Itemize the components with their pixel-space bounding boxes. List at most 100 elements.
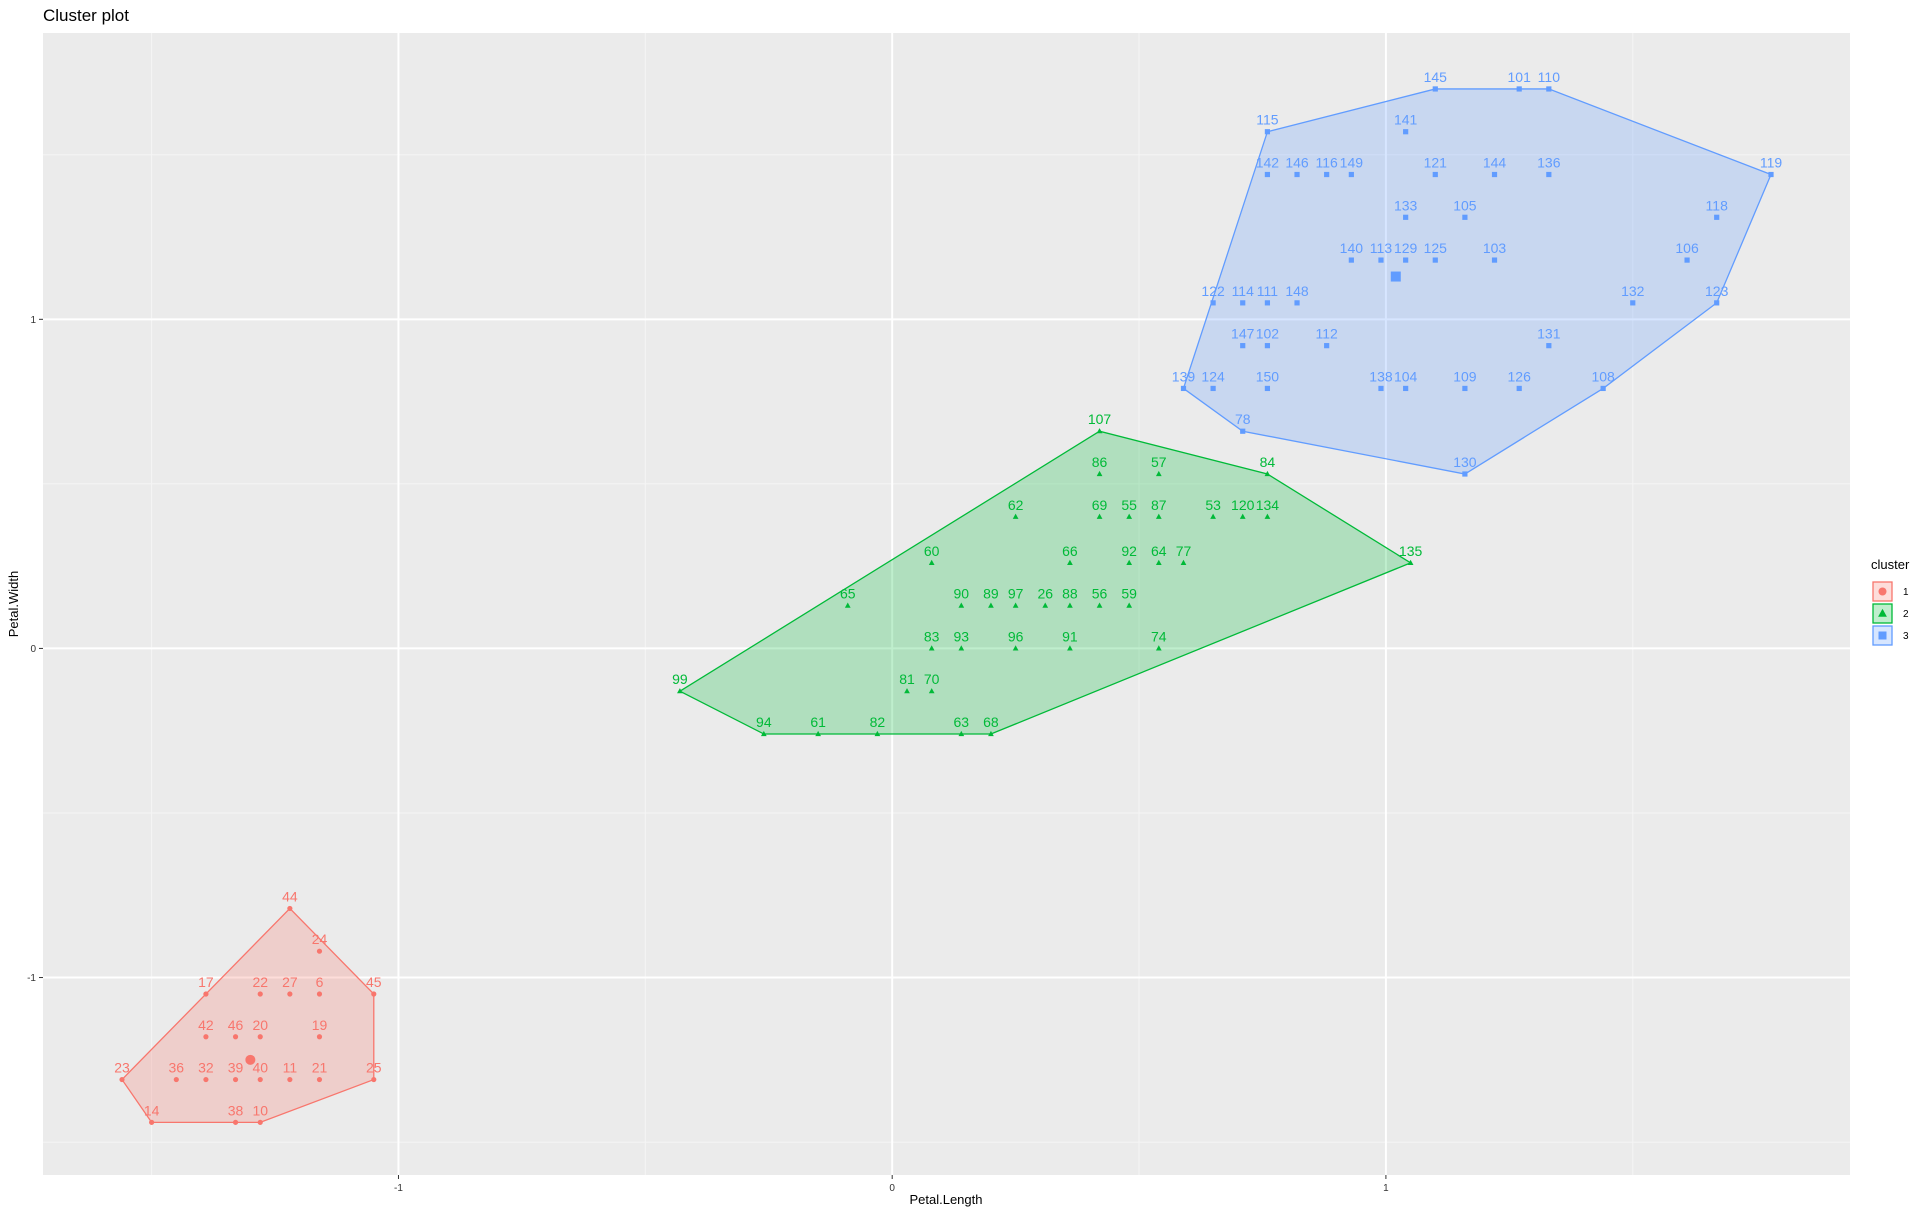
point-label-14: 14 [144,1102,160,1118]
point-93 [958,645,965,651]
point-123 [1714,300,1720,306]
point-label-92: 92 [1121,543,1137,559]
point-label-44: 44 [282,888,298,904]
point-label-109: 109 [1453,368,1477,384]
point-86 [1096,470,1103,477]
point-46 [232,1034,239,1040]
point-101 [1516,86,1522,92]
point-label-82: 82 [870,714,886,730]
point-label-131: 131 [1537,326,1561,342]
point-91 [1067,645,1073,651]
x-tick-label: 0 [889,1183,895,1194]
point-label-93: 93 [954,628,970,644]
point-140 [1348,257,1354,263]
point-116 [1324,171,1330,178]
point-label-39: 39 [228,1060,244,1076]
point-90 [958,602,965,608]
point-label-124: 124 [1201,368,1225,384]
point-106 [1684,257,1690,263]
point-label-25: 25 [366,1060,382,1076]
point-label-57: 57 [1151,454,1167,470]
point-112 [1324,343,1330,349]
point-label-53: 53 [1205,497,1221,513]
point-150 [1264,385,1271,392]
point-label-55: 55 [1121,497,1137,513]
point-149 [1348,171,1354,178]
point-130 [1462,471,1468,477]
x-axis-label: Petal.Length [909,1192,982,1207]
point-label-113: 113 [1370,240,1393,256]
point-92 [1126,559,1133,565]
point-68 [988,730,994,737]
point-label-60: 60 [924,543,940,559]
point-label-45: 45 [366,974,382,990]
point-24 [316,948,323,954]
point-99 [677,688,683,694]
point-82 [874,730,881,737]
y-tick-label: -1 [27,973,36,984]
point-136 [1546,171,1552,178]
point-56 [1096,602,1103,608]
chart-title: Cluster plot [43,6,129,25]
point-label-121: 121 [1424,155,1448,171]
cluster-3-center [1390,271,1401,282]
point-74 [1155,645,1162,651]
point-42 [203,1034,209,1040]
point-107 [1096,428,1103,434]
point-label-36: 36 [169,1060,185,1076]
point-77 [1180,559,1187,565]
point-125 [1432,257,1438,263]
point-label-78: 78 [1235,411,1251,427]
point-label-27: 27 [282,974,298,990]
point-label-46: 46 [228,1017,244,1033]
point-6 [316,991,323,997]
legend: cluster 1 2 3 [1871,557,1910,646]
point-label-10: 10 [252,1102,268,1118]
point-132 [1630,300,1636,306]
point-22 [257,991,263,997]
minor-gridlines [43,33,1850,1175]
point-70 [928,688,935,694]
point-118 [1714,214,1720,220]
point-label-102: 102 [1256,326,1280,342]
point-96 [1012,645,1019,651]
legend-symbol-2 [1878,608,1887,617]
point-label-141: 141 [1394,112,1418,128]
point-44 [287,905,293,912]
point-113 [1378,257,1384,263]
x-tick-label: 1 [1383,1183,1389,1194]
point-109 [1462,385,1468,392]
point-32 [203,1076,209,1083]
point-label-63: 63 [954,714,970,730]
point-label-6: 6 [316,974,324,990]
point-139 [1180,385,1187,392]
point-124 [1210,385,1216,392]
point-110 [1546,86,1552,92]
point-label-146: 146 [1285,155,1309,171]
point-label-130: 130 [1453,454,1477,470]
point-label-105: 105 [1453,197,1477,213]
point-label-135: 135 [1399,543,1423,559]
point-label-24: 24 [312,931,328,947]
point-label-38: 38 [228,1102,244,1118]
point-27 [287,991,293,997]
point-81 [904,688,910,694]
point-label-138: 138 [1369,368,1393,384]
point-label-42: 42 [198,1017,214,1033]
point-label-118: 118 [1706,197,1729,213]
point-label-86: 86 [1092,454,1108,470]
point-10 [257,1119,263,1125]
point-label-19: 19 [312,1017,328,1033]
point-label-125: 125 [1424,240,1448,256]
legend-label-1: 1 [1903,587,1909,598]
point-label-23: 23 [114,1060,130,1076]
point-97 [1012,602,1019,608]
point-64 [1155,559,1162,565]
plot-panel [43,33,1850,1175]
point-17 [203,991,209,997]
point-21 [316,1076,323,1083]
point-19 [316,1034,323,1040]
point-label-150: 150 [1256,368,1280,384]
point-label-120: 120 [1231,497,1255,513]
